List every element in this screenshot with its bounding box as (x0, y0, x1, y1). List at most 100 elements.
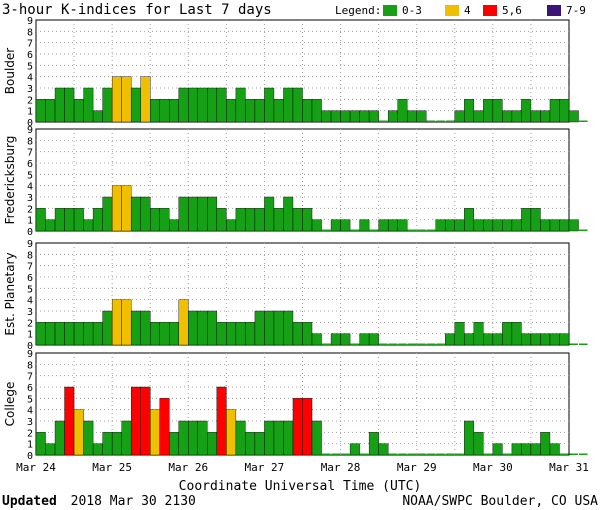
kp-bar (216, 208, 227, 232)
y-tick-label: 0 (27, 341, 33, 352)
kp-bar (197, 196, 208, 232)
kp-bar (540, 110, 551, 123)
kp-bar (302, 208, 313, 232)
y-tick-label: 1 (27, 330, 33, 341)
y-tick-label: 4 (27, 296, 33, 307)
x-axis-title: Coordinate Universal Time (UTC) (179, 479, 422, 494)
kp-bar (121, 76, 132, 123)
kp-bar (283, 310, 294, 346)
kp-bar (473, 110, 484, 123)
kp-bar (388, 453, 398, 455)
kp-bar (292, 398, 303, 456)
kp-bar (321, 110, 332, 123)
kp-bar (264, 420, 275, 456)
kp-bar (216, 322, 227, 346)
chart-title: 3-hour K-indices for Last 7 days (2, 2, 272, 18)
kp-bar (150, 208, 160, 232)
kp-bar (549, 99, 560, 123)
kp-bar (188, 310, 199, 346)
kp-bar (197, 310, 208, 346)
x-tick-label: Mar 31 (549, 461, 589, 474)
kp-bar (492, 443, 503, 456)
y-tick-label: 7 (27, 39, 33, 50)
kp-bar (54, 208, 65, 232)
kp-bar (197, 87, 208, 123)
kp-bar (73, 322, 84, 346)
kp-bar (169, 322, 179, 346)
kp-bar (264, 310, 275, 346)
kp-bar (111, 185, 122, 232)
kp-bar (398, 343, 407, 345)
kp-bar (130, 386, 141, 456)
kp-bar (454, 110, 465, 123)
legend-label: Legend: (335, 4, 381, 17)
kp-bar (417, 229, 426, 231)
kp-bar (245, 432, 256, 456)
y-tick-label: 6 (27, 383, 33, 394)
kp-bar (92, 443, 103, 456)
kp-bar (226, 409, 237, 456)
kp-bar (511, 322, 522, 346)
kp-bar (568, 219, 579, 232)
kp-bar (464, 420, 475, 456)
kp-bar (445, 219, 455, 232)
kp-bar (235, 208, 246, 232)
kp-bar (311, 333, 322, 346)
y-tick-label: 9 (27, 349, 33, 360)
kp-bar (283, 420, 294, 456)
kp-bar (35, 208, 46, 232)
kp-bar (292, 208, 303, 232)
kp-bar (454, 322, 465, 346)
kp-bar (559, 219, 570, 232)
kp-bar (311, 99, 322, 123)
kp-bar (492, 333, 503, 346)
kp-bar (331, 453, 341, 455)
kp-bar (483, 453, 493, 455)
panel-label: Boulder (3, 48, 17, 95)
kp-bar (83, 420, 94, 456)
kp-bar (64, 87, 75, 123)
kp-bar (473, 322, 484, 346)
kp-bar (121, 185, 132, 232)
kp-bar (35, 99, 46, 123)
kp-bar (435, 219, 446, 232)
kp-bar (530, 333, 541, 346)
kp-bar (150, 99, 160, 123)
y-tick-label: 5 (27, 394, 33, 405)
kp-bar (417, 343, 426, 345)
kp-bar (368, 110, 379, 123)
kp-bar (426, 453, 436, 455)
kp-bar (150, 322, 160, 346)
kp-bar (216, 386, 227, 456)
y-tick-label: 6 (27, 273, 33, 284)
kp-bar (368, 333, 379, 346)
kp-bar (140, 386, 151, 456)
kp-bar (207, 310, 218, 346)
kp-bar (64, 386, 75, 456)
kp-bar (379, 120, 388, 122)
kp-bar (330, 110, 341, 123)
kp-bar (64, 208, 75, 232)
x-tick-label: Mar 30 (473, 461, 513, 474)
y-tick-label: 7 (27, 148, 33, 159)
kp-bar (111, 299, 122, 346)
kp-bar (188, 87, 199, 123)
kp-bar (111, 432, 122, 456)
y-tick-label: 9 (27, 16, 33, 27)
y-tick-label: 8 (27, 27, 33, 38)
y-tick-label: 5 (27, 61, 33, 72)
kp-bar (359, 333, 370, 346)
kp-bar (73, 409, 84, 456)
kp-bar (379, 343, 388, 345)
y-tick-label: 9 (27, 239, 33, 250)
kp-bar (350, 343, 360, 345)
x-tick-label: Mar 29 (397, 461, 437, 474)
kp-bar (359, 219, 370, 232)
kp-bar (302, 398, 313, 456)
x-tick-label: Mar 26 (168, 461, 208, 474)
kp-bar (378, 219, 389, 232)
kp-bar (283, 87, 294, 123)
kp-bar (292, 87, 303, 123)
kp-bar (407, 453, 417, 455)
